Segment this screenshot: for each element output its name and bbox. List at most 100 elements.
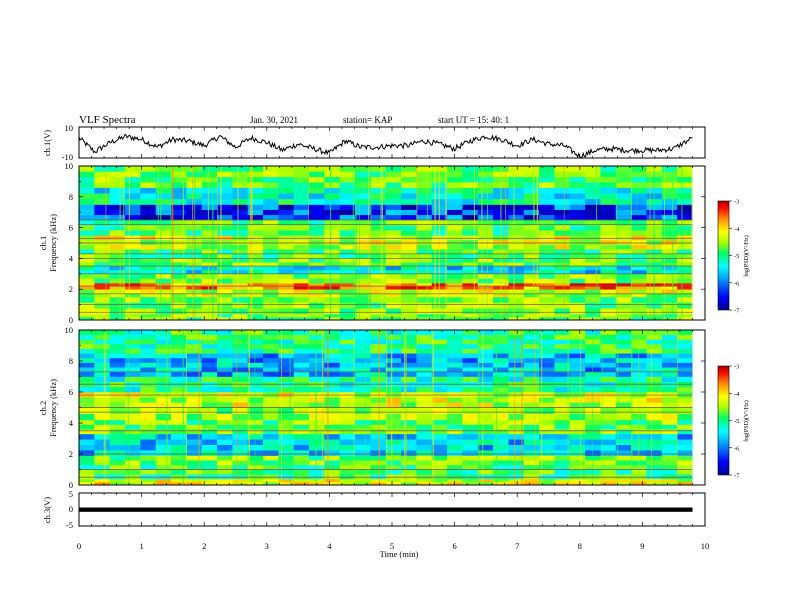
ch2-spec-cell — [523, 433, 540, 440]
ch2-spec-cell — [523, 444, 540, 451]
ch1-spec-cell — [661, 198, 678, 205]
ch1-spec-cell — [661, 204, 678, 210]
ch1-spec-cell — [109, 166, 126, 172]
ch1-spec-cell — [385, 253, 402, 259]
ch1-spec-cell — [355, 262, 371, 267]
ch2-spec-cell — [401, 371, 417, 377]
ch2-spec-cell — [339, 469, 356, 475]
ch2-spec-cell — [217, 474, 233, 480]
ch1-spec-cell — [278, 293, 295, 298]
ch1-spec-cell — [247, 235, 264, 241]
ch2-spec-cell — [109, 371, 126, 377]
ch2-spec-cell — [462, 450, 479, 456]
ch2-spec-ytick-label: 10 — [65, 325, 74, 335]
ch2-spec-cell — [447, 444, 463, 451]
ch2-spec-cell — [339, 478, 356, 483]
ch2-spec-cell — [94, 362, 111, 368]
ch1-spec-cell — [94, 182, 111, 188]
ch2-spec-cell — [309, 386, 325, 393]
ch1-spec-cell — [677, 249, 693, 255]
ch2-spec-ytick-label: 8 — [69, 356, 73, 366]
ch2-spec-cell — [247, 376, 264, 382]
ch2-spec-cell — [539, 343, 555, 349]
ch2-spec-cell — [155, 343, 172, 349]
ch1-spec-cell — [155, 283, 172, 287]
ch2-spec-cell — [79, 450, 95, 456]
ch1-spectrogram-ylabel-channel: ch.1 — [38, 236, 48, 250]
ch2-spec-cell — [569, 455, 586, 461]
ch1-spec-cell — [401, 244, 417, 250]
ch2-spec-cell — [201, 481, 218, 486]
ch2-spec-cell — [247, 439, 264, 445]
ch2-spec-cell — [171, 402, 187, 408]
ch1-spec-cell — [631, 302, 647, 309]
ch1-spec-cell — [416, 296, 433, 303]
ch1-spec-cell — [79, 166, 95, 172]
ch1-spec-cell — [94, 262, 111, 267]
ch1-spec-cell — [447, 187, 463, 194]
ch2-spec-cell — [677, 424, 693, 430]
ch2-spec-cell — [278, 362, 295, 368]
ch1-spec-cell — [554, 302, 571, 309]
time-axis-tick-label: 8 — [578, 541, 582, 551]
ch1-spec-cell — [79, 258, 95, 263]
ch2-spec-cell — [186, 343, 203, 349]
ch2-spec-cell — [462, 413, 479, 421]
ch1-spec-cell — [523, 193, 540, 200]
ch1-spec-cell — [201, 289, 218, 294]
ch2-spec-cell — [401, 386, 417, 393]
ch2-spec-cell — [324, 353, 341, 359]
ch2-spec-cell — [585, 460, 601, 466]
ch1-spec-cell — [186, 302, 203, 309]
ch2-spec-cell — [477, 348, 494, 354]
ch2-spec-cell — [477, 397, 494, 403]
ch1-spec-cell — [293, 266, 310, 271]
ch1-spec-cell — [523, 225, 540, 231]
ch2-spec-cell — [493, 402, 509, 408]
ch1-spec-cell — [447, 289, 463, 294]
ch1-spec-cell — [293, 258, 310, 263]
ch1-spec-cell — [339, 302, 356, 309]
ch2-spec-cell — [493, 362, 509, 368]
ch1-spec-cell — [416, 293, 433, 298]
ch2-spec-cell — [140, 424, 157, 430]
ch2-spec-cell — [232, 464, 249, 470]
ch2-spec-cell — [125, 419, 141, 425]
ch1-spec-cell — [523, 230, 540, 236]
ch1-spec-cell — [79, 313, 95, 318]
ch2-spec-cell — [324, 460, 341, 466]
ch2-spec-cell — [569, 413, 586, 421]
ch1-spec-cell — [600, 253, 617, 259]
ch1-spec-cell — [554, 262, 571, 267]
ch2-spec-cell — [523, 330, 540, 335]
ch1-spec-cell — [140, 293, 157, 298]
ch1-spec-cell — [109, 182, 126, 188]
ch1-spec-cell — [677, 187, 693, 194]
ch2-spec-cell — [401, 357, 417, 363]
ch2-spec-cell — [416, 481, 433, 486]
ch1-spec-cell — [232, 225, 249, 231]
ch1-spec-cell — [462, 258, 479, 263]
ch2-spec-cell — [309, 429, 325, 435]
ch2-spec-cell — [401, 433, 417, 440]
ch1-spec-cell — [585, 308, 601, 315]
ch1-spec-cell — [94, 209, 111, 216]
ch2-spec-cell — [355, 429, 371, 435]
ch2-spec-cell — [523, 424, 540, 430]
ch1-spec-cell — [370, 230, 387, 236]
ch2-spec-cell — [600, 419, 617, 425]
ch1-spec-cell — [355, 219, 371, 226]
ch1-spec-cell — [477, 289, 494, 294]
ch1-spec-cell — [247, 308, 264, 315]
ch2-spec-cell — [263, 348, 279, 354]
ch1-spec-cell — [585, 258, 601, 263]
ch2-spec-cell — [447, 450, 463, 456]
ch1-spec-cell — [401, 182, 417, 188]
ch2-spec-cell — [355, 353, 371, 359]
ch2-spec-cell — [94, 444, 111, 451]
ch2-spec-cell — [447, 413, 463, 421]
ch1-spec-cell — [79, 273, 95, 279]
ch2-spec-cell — [370, 460, 387, 466]
ch1-spec-cell — [554, 278, 571, 284]
ch1-spec-cell — [523, 289, 540, 294]
